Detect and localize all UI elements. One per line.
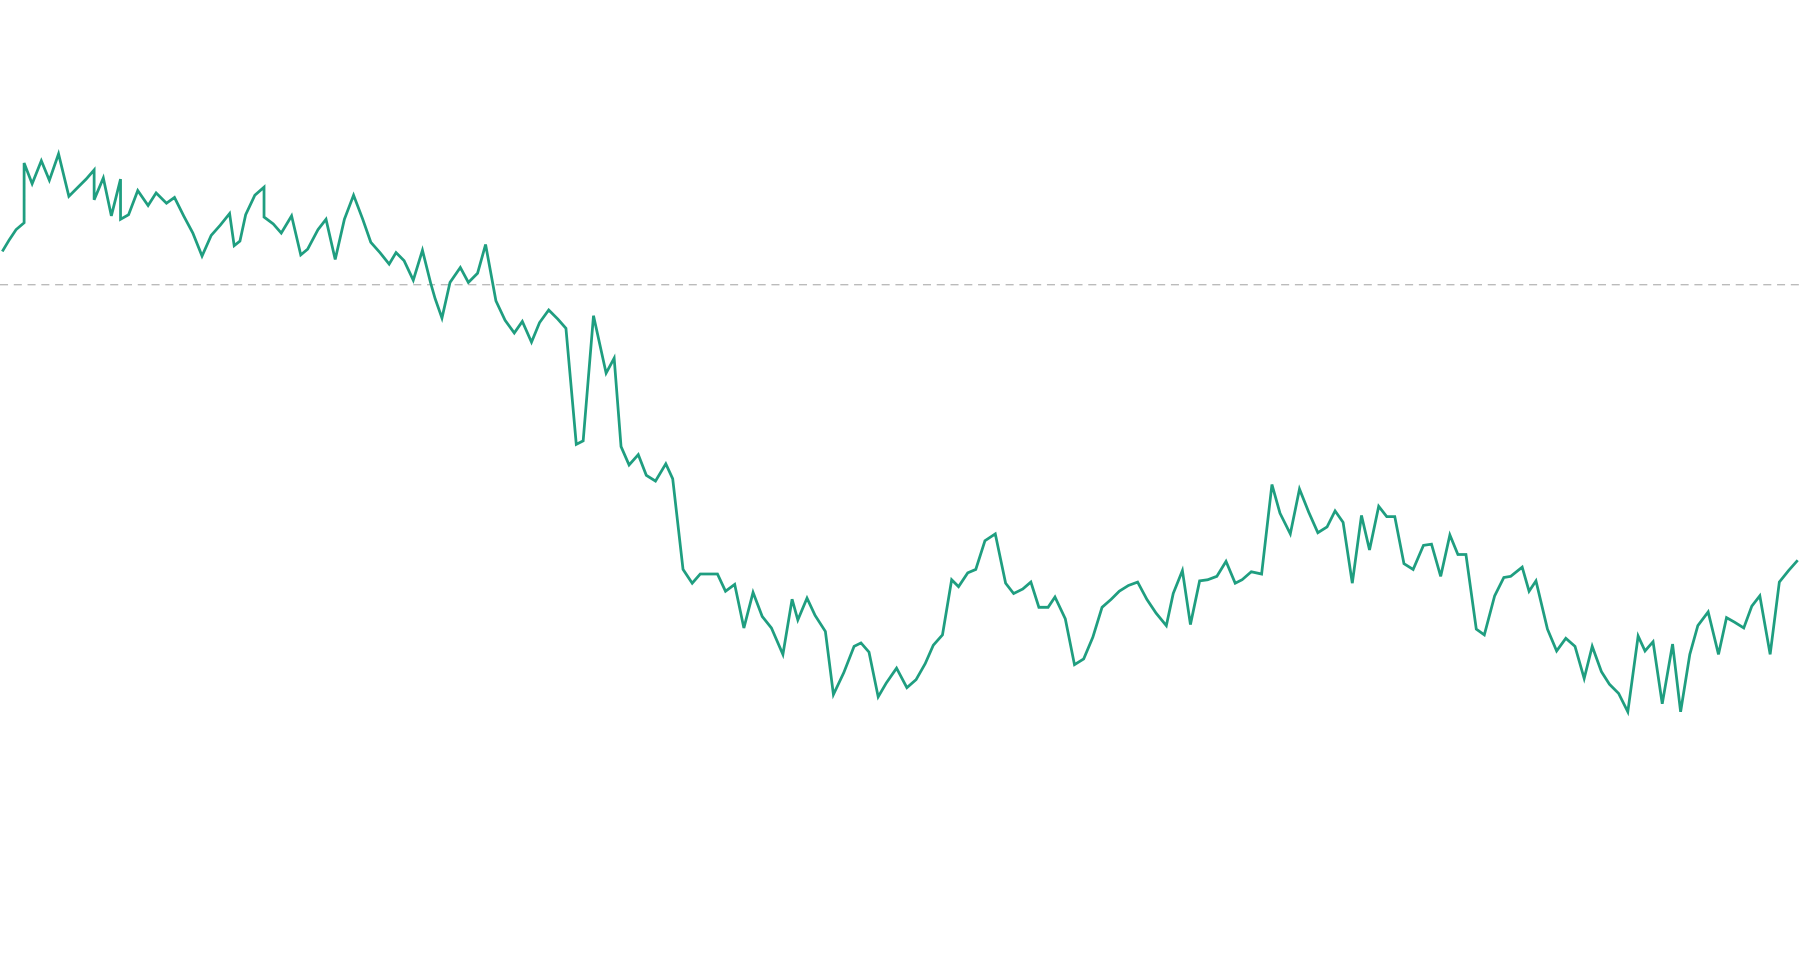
data-line: [1, 149, 1799, 717]
